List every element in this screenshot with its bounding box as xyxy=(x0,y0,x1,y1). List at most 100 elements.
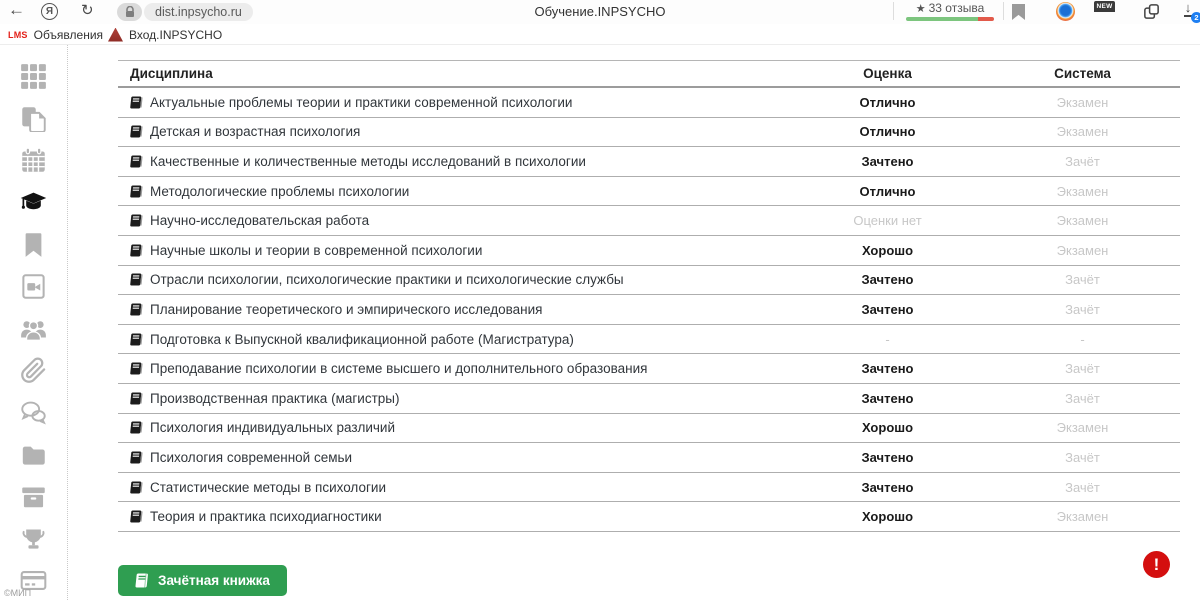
table-row[interactable]: Отрасли психологии, психологические прак… xyxy=(118,266,1180,296)
sidebar-item-calendar[interactable] xyxy=(0,142,67,184)
system-cell: Зачёт xyxy=(1065,272,1100,288)
sidebar-item-payments[interactable] xyxy=(0,562,67,604)
sidebar-item-grid[interactable] xyxy=(0,58,67,100)
discipline-name: Планирование теоретического и эмпирическ… xyxy=(150,301,543,317)
book-icon xyxy=(130,244,143,257)
credit-card-icon xyxy=(20,567,47,599)
reload-icon[interactable]: ↻ xyxy=(81,2,94,19)
calendar-icon xyxy=(20,147,47,179)
table-row[interactable]: Детская и возрастная психология Отлично … xyxy=(118,118,1180,148)
system-cell: Зачёт xyxy=(1065,153,1100,169)
sidebar-item-groups[interactable] xyxy=(0,310,67,352)
discipline-name: Статистические методы в психологии xyxy=(150,479,386,495)
downloads-badge: 2 xyxy=(1191,12,1200,23)
discipline-name: Научно-исследовательская работа xyxy=(150,213,370,229)
bookmark-icon xyxy=(20,231,47,263)
table-row[interactable]: Качественные и количественные методы исс… xyxy=(118,147,1180,177)
book-icon xyxy=(130,333,143,346)
lock-icon[interactable] xyxy=(117,3,142,21)
book-icon xyxy=(135,573,148,588)
sidebar-item-archive[interactable] xyxy=(0,478,67,520)
bookmark-login-inpsycho[interactable]: Вход.INPSYCHO xyxy=(108,24,222,45)
discipline-name: Теория и практика психодиагностики xyxy=(150,509,382,525)
column-header-system: Система xyxy=(1054,66,1111,81)
grade-cell: Отлично xyxy=(859,124,916,140)
grade-cell: Зачтено xyxy=(861,390,914,406)
grade-cell: Хорошо xyxy=(861,420,914,436)
new-extension-icon[interactable]: NEW xyxy=(1094,1,1115,22)
book-icon xyxy=(130,125,143,138)
grade-cell: Оценки нет xyxy=(853,213,922,229)
address-bar[interactable]: dist.inpsycho.ru xyxy=(144,3,253,21)
grade-cell: Зачтено xyxy=(861,301,914,317)
discipline-name: Методологические проблемы психологии xyxy=(150,183,410,199)
reviews-widget[interactable]: ★ 33 отзыва xyxy=(900,1,1000,21)
system-cell: Зачёт xyxy=(1065,301,1100,317)
table-row[interactable]: Методологические проблемы психологии Отл… xyxy=(118,177,1180,207)
table-row[interactable]: Преподавание психологии в системе высшег… xyxy=(118,354,1180,384)
system-cell: Зачёт xyxy=(1065,479,1100,495)
grade-cell: Зачтено xyxy=(861,361,914,377)
table-row[interactable]: Производственная практика (магистры) Зач… xyxy=(118,384,1180,414)
sidebar-item-education active[interactable] xyxy=(0,184,67,226)
table-row[interactable]: Психология современной семьи Зачтено Зач… xyxy=(118,443,1180,473)
sidebar-item-achievements[interactable] xyxy=(0,520,67,562)
lms-logo-icon: LMS xyxy=(8,29,28,40)
grade-cell: Зачтено xyxy=(861,449,914,465)
downloads-icon[interactable]: ↓ 2 xyxy=(1180,1,1200,23)
table-row[interactable]: Планирование теоретического и эмпирическ… xyxy=(118,295,1180,325)
system-cell: Экзамен xyxy=(1056,94,1109,110)
book-icon xyxy=(130,155,143,168)
table-body: Актуальные проблемы теории и практики со… xyxy=(118,88,1180,532)
folder-icon xyxy=(20,441,47,473)
book-icon xyxy=(130,214,143,227)
main-content: Дисциплина Оценка Система Актуальные про… xyxy=(118,45,1180,596)
toolbar-divider xyxy=(1003,2,1004,20)
users-icon xyxy=(20,315,47,347)
table-row[interactable]: Актуальные проблемы теории и практики со… xyxy=(118,88,1180,118)
sidebar-item-messages[interactable] xyxy=(0,394,67,436)
system-cell: Экзамен xyxy=(1056,213,1109,229)
sidebar-item-attachments[interactable] xyxy=(0,352,67,394)
sidebar: ©МИП xyxy=(0,45,68,600)
sidebar-item-bookmarks[interactable] xyxy=(0,226,67,268)
book-icon xyxy=(130,421,143,434)
graduation-cap-icon xyxy=(20,189,47,221)
alert-icon[interactable]: ! xyxy=(1143,551,1170,578)
sidebar-item-video-materials[interactable] xyxy=(0,268,67,310)
trophy-icon xyxy=(20,525,47,557)
back-icon[interactable]: ← xyxy=(8,0,25,19)
table-row[interactable]: Психология индивидуальных различий Хорош… xyxy=(118,414,1180,444)
gradebook-button[interactable]: Зачётная книжка xyxy=(118,564,287,596)
grade-cell: Хорошо xyxy=(861,509,914,525)
collections-icon[interactable] xyxy=(1142,2,1161,26)
bookmark-flag-icon[interactable] xyxy=(1012,4,1025,20)
bookmark-announcements[interactable]: LMS Объявления xyxy=(8,24,103,45)
bookmark-label: Вход.INPSYCHO xyxy=(129,27,223,42)
toolbar-divider xyxy=(893,2,894,20)
discipline-name: Преподавание психологии в системе высшег… xyxy=(150,361,648,377)
extension-orb-icon[interactable] xyxy=(1056,2,1075,21)
new-badge: NEW xyxy=(1094,1,1115,12)
rating-bar xyxy=(906,17,994,21)
grade-cell: Зачтено xyxy=(861,153,914,169)
system-cell: Экзамен xyxy=(1056,509,1109,525)
book-icon xyxy=(130,273,143,286)
table-row[interactable]: Статистические методы в психологии Зачте… xyxy=(118,473,1180,503)
table-row[interactable]: Научные школы и теории в современной пси… xyxy=(118,236,1180,266)
table-row[interactable]: Подготовка к Выпускной квалификационной … xyxy=(118,325,1180,355)
yandex-browser-icon[interactable]: Я xyxy=(41,3,58,20)
book-icon xyxy=(130,96,143,109)
table-row[interactable]: Научно-исследовательская работа Оценки н… xyxy=(118,206,1180,236)
book-icon xyxy=(130,510,143,523)
video-file-icon xyxy=(20,273,47,305)
sidebar-item-documents[interactable] xyxy=(0,100,67,142)
book-icon xyxy=(130,303,143,316)
table-row[interactable]: Теория и практика психодиагностики Хорош… xyxy=(118,502,1180,532)
grade-cell: Зачтено xyxy=(861,272,914,288)
system-cell: Зачёт xyxy=(1065,361,1100,377)
system-cell: Зачёт xyxy=(1065,390,1100,406)
reviews-count: 33 отзыва xyxy=(928,1,985,15)
system-cell: Экзамен xyxy=(1056,183,1109,199)
sidebar-item-folders[interactable] xyxy=(0,436,67,478)
